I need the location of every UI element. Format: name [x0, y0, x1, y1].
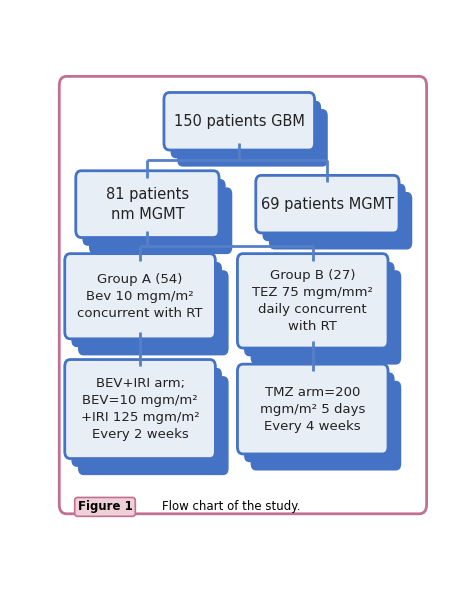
FancyBboxPatch shape: [89, 187, 232, 254]
FancyBboxPatch shape: [263, 184, 406, 241]
FancyBboxPatch shape: [244, 373, 395, 462]
FancyBboxPatch shape: [256, 175, 399, 233]
Text: Figure 1: Figure 1: [78, 501, 132, 514]
Text: 81 patients
nm MGMT: 81 patients nm MGMT: [106, 187, 189, 221]
FancyBboxPatch shape: [251, 381, 401, 471]
Text: 69 patients MGMT: 69 patients MGMT: [261, 197, 394, 212]
FancyBboxPatch shape: [244, 262, 395, 356]
Text: 150 patients GBM: 150 patients GBM: [174, 114, 305, 129]
FancyBboxPatch shape: [237, 254, 388, 348]
Text: Group B (27)
TEZ 75 mgm/mm²
daily concurrent
with RT: Group B (27) TEZ 75 mgm/mm² daily concur…: [252, 269, 373, 333]
FancyBboxPatch shape: [164, 93, 315, 150]
FancyBboxPatch shape: [76, 171, 219, 237]
FancyBboxPatch shape: [65, 254, 215, 339]
FancyBboxPatch shape: [171, 101, 321, 158]
FancyBboxPatch shape: [269, 192, 412, 249]
FancyBboxPatch shape: [237, 364, 388, 454]
FancyBboxPatch shape: [65, 359, 215, 459]
FancyBboxPatch shape: [72, 262, 222, 347]
FancyBboxPatch shape: [177, 109, 328, 167]
FancyBboxPatch shape: [78, 376, 228, 475]
Text: Flow chart of the study.: Flow chart of the study.: [162, 501, 301, 514]
Text: BEV+IRI arm;
BEV=10 mgm/m²
+IRI 125 mgm/m²
Every 2 weeks: BEV+IRI arm; BEV=10 mgm/m² +IRI 125 mgm/…: [81, 377, 200, 441]
FancyBboxPatch shape: [78, 270, 228, 355]
FancyBboxPatch shape: [72, 368, 222, 467]
FancyBboxPatch shape: [82, 179, 226, 246]
FancyBboxPatch shape: [251, 270, 401, 365]
Text: TMZ arm=200
mgm/m² 5 days
Every 4 weeks: TMZ arm=200 mgm/m² 5 days Every 4 weeks: [260, 386, 365, 432]
Text: Group A (54)
Bev 10 mgm/m²
concurrent with RT: Group A (54) Bev 10 mgm/m² concurrent wi…: [77, 273, 203, 320]
